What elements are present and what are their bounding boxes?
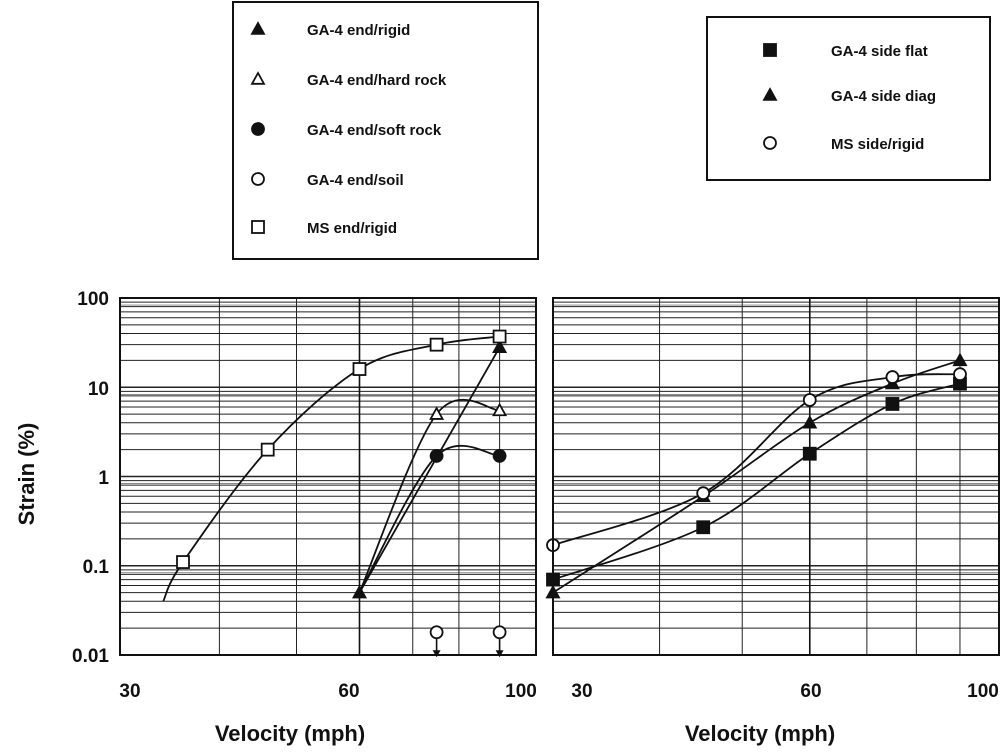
legend-right: GA-4 side flat GA-4 side diag MS side/ri… xyxy=(706,16,991,181)
series-line-ga-4-end-hard-rock xyxy=(358,398,500,593)
series-line-ga-4-end-rigid xyxy=(358,346,501,594)
legend-left-markers xyxy=(250,21,266,234)
legend-entry-ms-side-rigid: MS side/rigid xyxy=(831,136,924,153)
legend-left: GA-4 end/rigid GA-4 end/hard rock GA-4 e… xyxy=(232,1,539,260)
data-point-ga-4-end-soft-rock xyxy=(492,449,507,463)
x-tick-label: 30 xyxy=(571,681,592,702)
x-tick-label: 60 xyxy=(338,681,359,702)
y-tick-label: 0.01 xyxy=(72,646,109,667)
down-arrowhead-ga-4-end-soil xyxy=(432,650,441,658)
data-point-ms-side-rigid xyxy=(953,367,967,382)
data-point-ms-end-rigid xyxy=(429,337,444,352)
y-tick-label: 10 xyxy=(88,379,109,400)
data-point-ga-4-end-rigid xyxy=(351,584,368,599)
data-point-ms-side-rigid xyxy=(802,393,817,407)
legend-marker-ga-4-side-diag xyxy=(762,87,778,101)
y-tick-label: 0.1 xyxy=(83,557,110,578)
legend-marker-ga-4-end-hard-rock xyxy=(250,71,266,85)
plot-left-grid xyxy=(120,298,536,655)
legend-marker-ga-4-end-soil xyxy=(251,172,265,186)
data-point-ms-end-rigid xyxy=(492,329,507,344)
plot-right-frame xyxy=(552,297,1000,656)
series-line-ms-end-rigid xyxy=(162,335,500,602)
y-axis-title: Strain (%) xyxy=(14,423,39,526)
data-point-ga-4-side-flat xyxy=(696,520,711,535)
data-point-ga-4-end-hard-rock xyxy=(429,406,445,420)
x-axis-title-left: Velocity (mph) xyxy=(215,721,365,746)
legend-entry-ga4-end-soft-rock: GA-4 end/soft rock xyxy=(307,122,442,139)
y-tick-label: 1 xyxy=(98,468,109,489)
series-line-ga-4-side-diag xyxy=(552,359,961,594)
data-point-ga-4-end-soft-rock xyxy=(429,449,444,463)
legend-marker-ga-4-side-flat xyxy=(763,43,777,57)
data-point-ga-4-end-rigid xyxy=(492,339,508,354)
plot-right xyxy=(545,297,1000,656)
x-axis-title-right: Velocity (mph) xyxy=(685,721,835,746)
plot-left-markers xyxy=(176,329,508,658)
data-point-ms-side-rigid xyxy=(885,370,900,384)
data-point-ga-4-side-diag xyxy=(952,352,968,367)
legend-marker-ms-end-rigid xyxy=(251,220,265,234)
legend-entry-ga4-side-diag: GA-4 side diag xyxy=(831,88,936,105)
x-tick-label: 30 xyxy=(119,681,140,702)
data-point-ga-4-end-soil xyxy=(429,625,444,640)
plot-left xyxy=(119,297,537,658)
legend-marker-ga-4-end-rigid xyxy=(250,21,266,35)
x-tick-label: 60 xyxy=(800,681,821,702)
legend-entry-ga4-end-soil: GA-4 end/soil xyxy=(307,172,404,189)
legend-marker-ms-side-rigid xyxy=(763,136,777,150)
legend-right-markers xyxy=(762,43,778,150)
data-point-ga-4-side-diag xyxy=(802,414,818,429)
down-arrowhead-ga-4-end-soil xyxy=(495,650,504,658)
data-point-ms-end-rigid xyxy=(260,442,275,457)
data-point-ga-4-side-flat xyxy=(802,446,817,461)
legend-marker-ga-4-end-soft-rock xyxy=(251,122,265,136)
plot-right-grid xyxy=(553,298,999,655)
legend-entry-ga4-end-rigid: GA-4 end/rigid xyxy=(307,22,410,39)
series-line-ga-4-end-soft-rock xyxy=(358,444,500,594)
series-line-ga-4-side-flat xyxy=(552,382,961,581)
data-point-ga-4-end-hard-rock xyxy=(492,402,508,417)
plot-left-curves xyxy=(162,335,501,602)
data-point-ga-4-end-soil xyxy=(492,625,507,640)
data-point-ga-4-side-flat xyxy=(885,397,900,411)
plot-right-curves xyxy=(552,359,961,594)
data-point-ms-side-rigid xyxy=(696,486,711,501)
data-point-ms-end-rigid xyxy=(352,362,367,376)
legend-right-frame xyxy=(706,16,991,181)
series-line-ms-side-rigid xyxy=(552,373,961,547)
legend-entry-ga4-side-flat: GA-4 side flat xyxy=(831,43,928,60)
legend-entry-ms-end-rigid: MS end/rigid xyxy=(307,220,397,237)
data-point-ms-end-rigid xyxy=(176,555,190,569)
legend-entry-ga4-end-hard-rock: GA-4 end/hard rock xyxy=(307,72,447,89)
x-tick-label: 100 xyxy=(967,681,999,702)
y-tick-label: 100 xyxy=(77,289,109,310)
x-tick-label: 100 xyxy=(505,681,537,702)
legend-left-frame xyxy=(232,1,539,260)
plot-left-frame xyxy=(119,297,537,656)
